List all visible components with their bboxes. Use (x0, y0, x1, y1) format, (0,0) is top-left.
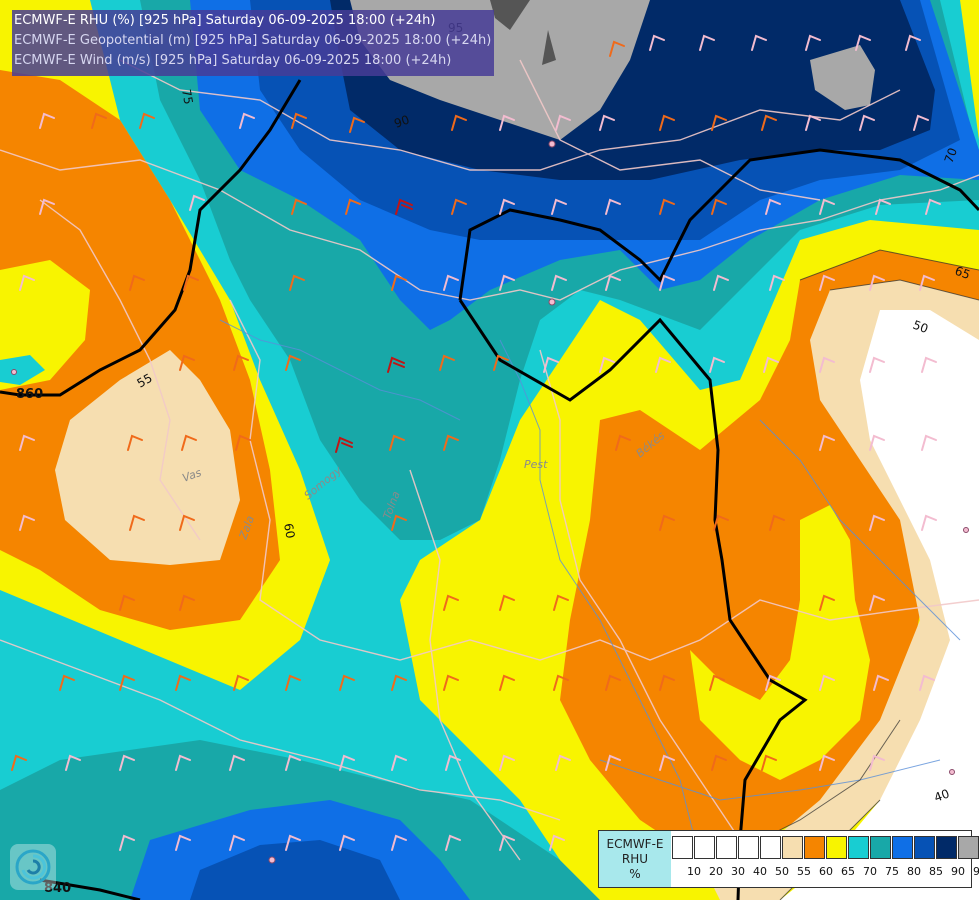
rhu-field-cyan-west-patch (0, 355, 45, 385)
colorbar-label-unit: % (629, 866, 641, 881)
geopotential-label-860: 860 (16, 387, 43, 402)
colorbar-tick-label: 40 (753, 865, 767, 878)
ecmwf-logo-icon (10, 844, 56, 890)
colorbar-tick-label: 95 (973, 865, 979, 878)
colorbar-label-model: ECMWF-E (606, 836, 664, 851)
colorbar-tick-label: 80 (907, 865, 921, 878)
geopotential-contours (0, 79, 979, 900)
colorbar-tick-label: 65 (841, 865, 855, 878)
colorbar-swatch (716, 836, 737, 859)
colorbar-tick-label: 30 (731, 865, 745, 878)
colorbar-swatch (870, 836, 891, 859)
title-rhu: ECMWF-E RHU (%) [925 hPa] Saturday 06-09… (14, 13, 436, 28)
colorbar-label: ECMWF-E RHU % (599, 831, 671, 887)
place-label-vas: Vas (181, 466, 204, 485)
colorbar-tick-label: 10 (687, 865, 701, 878)
rhu-field-85-90-south (190, 840, 400, 900)
rhu-colorbar: ECMWF-E RHU % 10 20 30 40 50 55 60 65 70 75 80 85 90… (598, 830, 979, 888)
place-label-pest: Pest (524, 458, 548, 471)
colorbar-swatches (672, 836, 979, 861)
colorbar-swatch (760, 836, 781, 859)
colorbar-swatch (848, 836, 869, 859)
map-title-box: ECMWF-E RHU (%) [925 hPa] Saturday 06-09… (12, 10, 494, 76)
colorbar-swatch (826, 836, 847, 859)
geopotential-label-840: 840 (44, 881, 71, 896)
colorbar-tick-label: 90 (951, 865, 965, 878)
colorbar-tick-label: 60 (819, 865, 833, 878)
rhu-field-100 (490, 0, 530, 30)
colorbar-swatch (958, 836, 979, 859)
rhu-label-65: 65 (953, 264, 972, 282)
colorbar-tick-label: 50 (775, 865, 789, 878)
colorbar-swatch (914, 836, 935, 859)
colorbar-swatch (672, 836, 693, 859)
rhu-field-100-peak (542, 30, 556, 65)
colorbar-tick-label: 55 (797, 865, 811, 878)
wind-barbs (11, 34, 941, 851)
colorbar-tick-label: 85 (929, 865, 943, 878)
rhu-label-40: 40 (932, 786, 951, 804)
rhu-label-70: 70 (942, 146, 960, 165)
city-markers (11, 140, 969, 864)
rivers (219, 319, 961, 861)
rhu-label-50: 50 (911, 318, 930, 336)
rhu-label-90: 90 (392, 112, 411, 130)
rhu-field-white-east (780, 310, 979, 900)
rhu-label-60: 60 (281, 522, 297, 539)
colorbar-swatch (936, 836, 957, 859)
colorbar-tick-label: 20 (709, 865, 723, 878)
country-borders (0, 59, 979, 861)
colorbar-swatch (738, 836, 759, 859)
rhu-field-95-100-east (810, 45, 875, 110)
rhu-field-tan-west (55, 350, 240, 565)
colorbar-tick-label: 70 (863, 865, 877, 878)
rhu-field-yellow-east-inner (690, 505, 870, 780)
colorbar-swatch (694, 836, 715, 859)
title-wind: ECMWF-E Wind (m/s) [925 hPa] Saturday 06… (14, 53, 452, 68)
colorbar-swatch (782, 836, 803, 859)
rhu-label-75: 75 (179, 88, 195, 105)
colorbar-tick-label: 75 (885, 865, 899, 878)
colorbar-swatch (804, 836, 825, 859)
colorbar-label-variable: RHU (621, 851, 649, 866)
colorbar-swatch (892, 836, 913, 859)
title-geopotential: ECMWF-E Geopotential (m) [925 hPa] Satur… (14, 33, 492, 48)
swirl-icon (15, 849, 51, 885)
colorbar-ticks: 1020304050556065707580859095100 (672, 865, 979, 881)
rhu-label-55: 55 (135, 371, 155, 391)
